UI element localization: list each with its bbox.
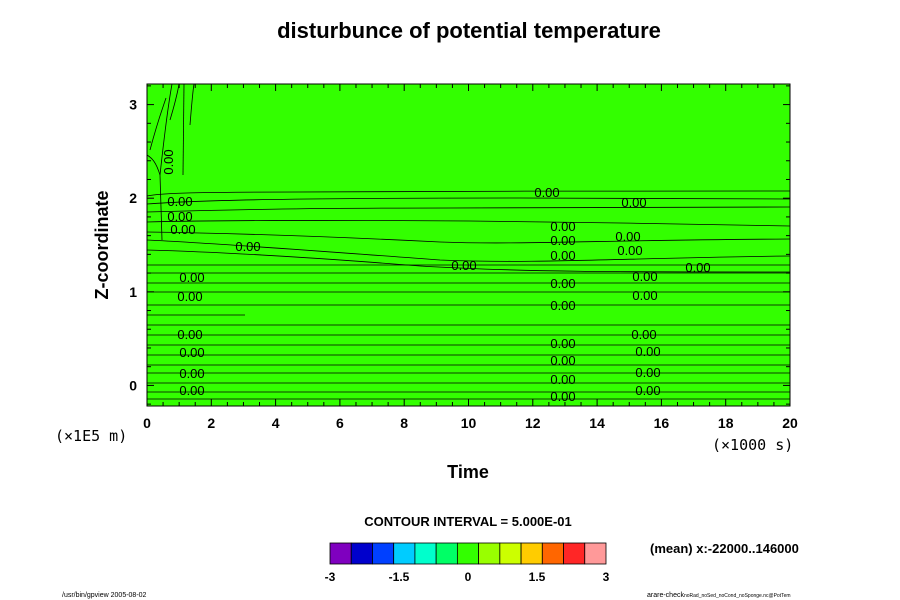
- contour-line: [146, 249, 791, 273]
- y-tick-label: 0: [129, 377, 137, 393]
- colorbar-swatch: [372, 542, 395, 565]
- contour-line: [189, 83, 195, 126]
- x-tick-label: 16: [654, 415, 670, 431]
- contour-label: 0.00: [534, 185, 559, 200]
- colorbar-swatch: [414, 542, 437, 565]
- contour-label: 0.00: [550, 336, 575, 351]
- contour-label: 0.00: [632, 288, 657, 303]
- colorbar-swatch: [329, 542, 352, 565]
- colorbar-swatch: [584, 542, 607, 565]
- x-tick-label: 2: [207, 415, 215, 431]
- x-tick-label: 14: [589, 415, 605, 431]
- chart-title: disturbunce of potential temperature: [277, 18, 661, 43]
- colorbar-swatch: [478, 542, 501, 565]
- contour-line: [146, 219, 791, 227]
- colorbar-swatch: [393, 542, 416, 565]
- contour-line: [182, 83, 185, 176]
- contour-label: 0.00: [631, 327, 656, 342]
- contour-fill: [147, 84, 790, 406]
- contour-label: 0.00: [635, 344, 660, 359]
- colorbar-swatch: [499, 542, 522, 565]
- y-axis-ticks: 0 1 2 3: [129, 85, 790, 405]
- colorbar-tick-label: 3: [603, 570, 610, 584]
- contour-label: 0.00: [167, 194, 192, 209]
- contour-line: [146, 231, 791, 244]
- contour-label: 0.00: [621, 195, 646, 210]
- colorbar-tick-label: 1.5: [529, 570, 546, 584]
- colorbar-tick-label: -3: [325, 570, 336, 584]
- contour-label: 0.00: [550, 233, 575, 248]
- x-tick-label: 20: [782, 415, 798, 431]
- colorbar-swatch: [563, 542, 586, 565]
- y-tick-label: 2: [129, 190, 137, 206]
- contour-label: 0.00: [167, 209, 192, 224]
- x-tick-label: 10: [461, 415, 477, 431]
- colorbar-tick-labels: -3 -1.5 0 1.5 3: [325, 570, 610, 584]
- mean-text: (mean) x:-22000..146000: [650, 541, 799, 556]
- contour-line: [146, 190, 791, 197]
- x-tick-label: 0: [143, 415, 151, 431]
- contour-label: 0.00: [635, 365, 660, 380]
- contour-line: [146, 239, 791, 262]
- colorbar-swatch: [350, 542, 373, 565]
- contour-label: 0.00: [550, 372, 575, 387]
- colorbar-swatch: [456, 542, 480, 565]
- y-axis-label: Z-coordinate: [92, 190, 112, 299]
- x-tick-label: 8: [400, 415, 408, 431]
- footer-right: arare-checknoRad_noSed_noCond_noSponge.n…: [647, 592, 791, 599]
- contour-label: 0.00: [179, 345, 204, 360]
- contour-label: 0.00: [550, 389, 575, 404]
- footer-left: /usr/bin/gpview 2005-08-02: [62, 592, 147, 599]
- colorbar-tick-label: 0: [465, 570, 472, 584]
- contour-label: 0.00: [550, 353, 575, 368]
- contour-label: 0.00: [179, 383, 204, 398]
- contour-label: 0.00: [635, 383, 660, 398]
- contour-label: 0.00: [451, 258, 476, 273]
- contour-label: 0.00: [177, 289, 202, 304]
- colorbar-swatch: [520, 542, 543, 565]
- footer-right-sub: noRad_noSed_noCond_noSponge.nc@PotTem: [684, 593, 791, 599]
- x-tick-label: 18: [718, 415, 734, 431]
- contour-label: 0.00: [177, 327, 202, 342]
- contour-label: 0.00: [161, 149, 176, 174]
- x-tick-label: 6: [336, 415, 344, 431]
- contour-line: [149, 97, 167, 151]
- contour-label: 0.00: [615, 229, 640, 244]
- contour-label: 0.00: [685, 260, 710, 275]
- contour-label: 0.00: [179, 366, 204, 381]
- colorbar: [329, 542, 607, 565]
- y-unit-label: (×1E5 m): [55, 427, 127, 445]
- x-tick-label: 12: [525, 415, 541, 431]
- contour-label: 0.00: [550, 298, 575, 313]
- contour-label: 0.00: [632, 269, 657, 284]
- x-axis-ticks: 0 2 4 6 8 10 12 14 16 18 20: [143, 84, 798, 431]
- footer-right-main: arare-check: [647, 592, 684, 599]
- contour-label: 0.00: [550, 248, 575, 263]
- x-tick-label: 4: [272, 415, 280, 431]
- contour-label: 0.00: [170, 222, 195, 237]
- contour-label: 0.00: [550, 219, 575, 234]
- contour-label: 0.00: [179, 270, 204, 285]
- y-tick-label: 3: [129, 97, 137, 113]
- contour-label: 0.00: [235, 239, 260, 254]
- contour-interval-text: CONTOUR INTERVAL = 5.000E-01: [364, 514, 571, 529]
- contour-line: [146, 206, 791, 213]
- colorbar-tick-label: -1.5: [389, 570, 410, 584]
- contour-label: 0.00: [550, 276, 575, 291]
- colorbar-swatch: [541, 542, 564, 565]
- contour-line: [159, 83, 173, 176]
- plot-area: 0.000.000.000.000.000.000.000.000.000.00…: [129, 83, 798, 431]
- x-axis-label: Time: [447, 462, 489, 482]
- colorbar-swatch: [435, 542, 458, 565]
- contour-labels: 0.000.000.000.000.000.000.000.000.000.00…: [161, 149, 711, 404]
- y-tick-label: 1: [129, 284, 137, 300]
- x-unit-label: (×1000 s): [712, 436, 793, 454]
- contour-label: 0.00: [617, 243, 642, 258]
